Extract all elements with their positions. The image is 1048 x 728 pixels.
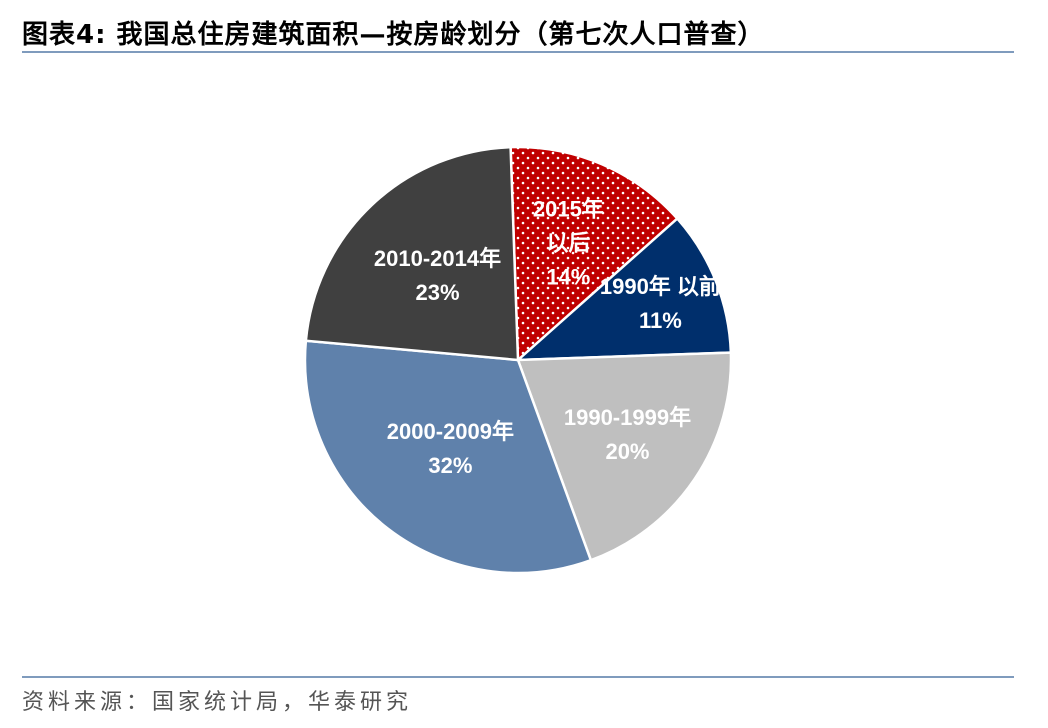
slice-label-line: 以后 xyxy=(546,231,590,256)
slice-label-line: 20% xyxy=(605,439,649,464)
slice-label-line: 14% xyxy=(546,265,590,290)
slice-label: 2010-2014年 23% xyxy=(374,246,501,305)
slice-label-line: 2010-2014年 xyxy=(374,246,501,271)
pie-slice xyxy=(514,216,733,362)
slice-label-line: 32% xyxy=(428,453,472,478)
pie-slice xyxy=(509,145,680,363)
chart-title: 图表4: 我国总住房建筑面积—按房龄划分（第七次人口普查） xyxy=(22,20,765,50)
slice-label: 1990年 以前 11% xyxy=(600,274,721,333)
pie-slice xyxy=(303,339,593,575)
slice-label: 2000-2009年 32% xyxy=(387,419,514,478)
pie-slice xyxy=(516,351,733,562)
slice-label: 2015年以后 14% xyxy=(533,197,604,290)
footer-divider xyxy=(22,676,1014,678)
slice-label-line: 2015年 xyxy=(533,197,604,222)
slice-label-line: 11% xyxy=(639,308,682,333)
pie-chart: 2015年以后 14% 1990年 以前 11% 1990-1999年 20% 2000-2… xyxy=(303,145,733,575)
slice-label: 1990-1999年 20% xyxy=(564,405,691,464)
slice-label-line: 23% xyxy=(415,280,459,305)
slice-label-line: 1990-1999年 xyxy=(564,405,691,430)
pie-slice xyxy=(304,145,520,362)
slice-label-line: 1990年 以前 xyxy=(600,274,721,299)
slice-label-line: 2000-2009年 xyxy=(387,419,514,444)
title-divider xyxy=(22,51,1014,53)
source-note: 资料来源：国家统计局，华泰研究 xyxy=(22,690,413,715)
